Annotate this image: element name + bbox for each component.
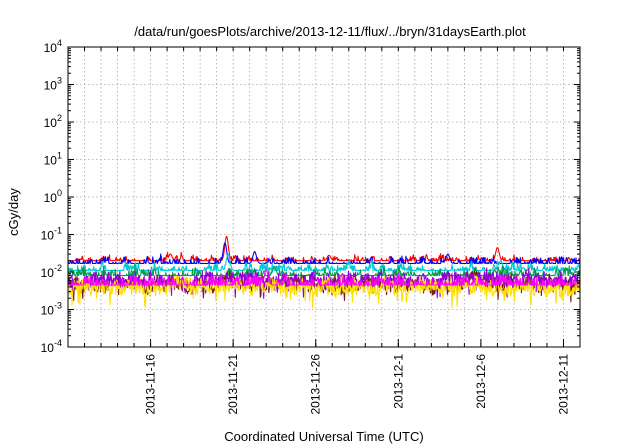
x-axis: 2013-11-16 2013-11-21 2013-11-26 2013-12-1 2… [84, 47, 570, 415]
y-tick-label: 10-2 [41, 263, 62, 280]
y-axis: 104 103 102 101 100 10-1 10-2 10-3 10-4 [41, 38, 580, 355]
x-tick-label: 2013-11-26 [309, 354, 323, 415]
series-line-2 [67, 242, 581, 264]
chart-title: /data/run/goesPlots/archive/2013-12-11/f… [134, 24, 526, 39]
y-axis-label: cGy/day [6, 188, 21, 236]
y-tick-label: 10-4 [41, 338, 62, 355]
x-axis-label: Coordinated Universal Time (UTC) [224, 429, 423, 444]
y-tick-label: 10-3 [41, 301, 62, 318]
y-tick-label: 100 [44, 188, 62, 205]
series-group [67, 235, 581, 309]
x-tick-label: 2013-11-21 [226, 354, 240, 415]
series-line-8 [67, 268, 580, 286]
y-tick-label: 104 [44, 38, 62, 55]
y-tick-label: 10-1 [41, 226, 62, 243]
x-tick-label: 2013-12-1 [391, 354, 405, 409]
x-tick-label: 2013-11-16 [144, 354, 158, 415]
y-tick-label: 102 [44, 113, 62, 130]
series-line-1 [67, 235, 580, 262]
x-tick-label: 2013-12-6 [474, 354, 488, 409]
y-tick-label: 103 [44, 76, 62, 93]
series-line-7 [67, 274, 581, 309]
x-tick-label: 2013-12-11 [556, 354, 570, 415]
y-tick-label: 101 [44, 151, 62, 168]
